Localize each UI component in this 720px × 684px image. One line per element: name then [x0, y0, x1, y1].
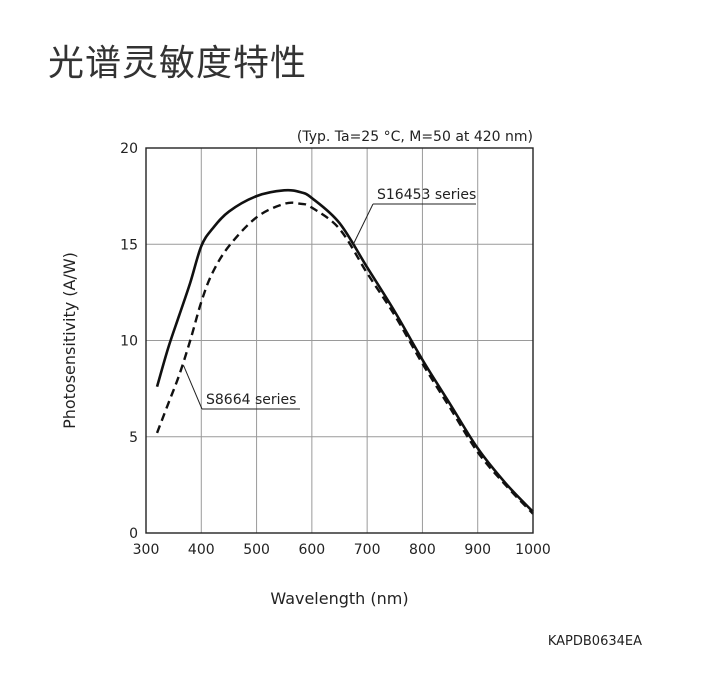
x-tick-label-600: 600: [298, 542, 325, 558]
x-tick-label-900: 900: [464, 542, 491, 558]
series-labels: S16453 series S8664 series: [183, 187, 476, 410]
y-tick-label-10: 10: [120, 334, 138, 350]
grid: [146, 148, 533, 533]
x-tick-label-800: 800: [409, 542, 436, 558]
series-lines: [155, 188, 534, 515]
x-tick-label-500: 500: [243, 542, 270, 558]
series-label-leader-s16453: [352, 203, 374, 245]
x-tick-label-400: 400: [188, 542, 215, 558]
y-axis-label: Photosensitivity (A/W): [60, 252, 79, 429]
y-tick-label-20: 20: [120, 141, 138, 157]
x-tick-label-1000: 1000: [515, 542, 551, 558]
series-label-s16453: S16453 series: [377, 187, 476, 203]
condition-note: (Typ. Ta=25 °C, M=50 at 420 nm): [297, 129, 533, 145]
tick-labels: 300 400 500 600 700 800 900 1000 0 5 10 15 20: [120, 141, 551, 558]
x-tick-label-300: 300: [133, 542, 160, 558]
series-line-s16453: [155, 188, 534, 513]
y-tick-label-0: 0: [129, 526, 138, 542]
y-tick-label-5: 5: [129, 430, 138, 446]
x-tick-label-700: 700: [354, 542, 381, 558]
x-axis-label: Wavelength (nm): [270, 589, 408, 608]
y-tick-label-15: 15: [120, 237, 138, 253]
series-line-s8664: [155, 201, 534, 515]
series-label-leader-s8664: [183, 365, 203, 410]
series-label-s8664: S8664 series: [206, 392, 296, 408]
document-code: KAPDB0634EA: [548, 634, 642, 649]
plot-frame: [145, 147, 534, 534]
page-title: 光谱灵敏度特性: [48, 43, 308, 84]
